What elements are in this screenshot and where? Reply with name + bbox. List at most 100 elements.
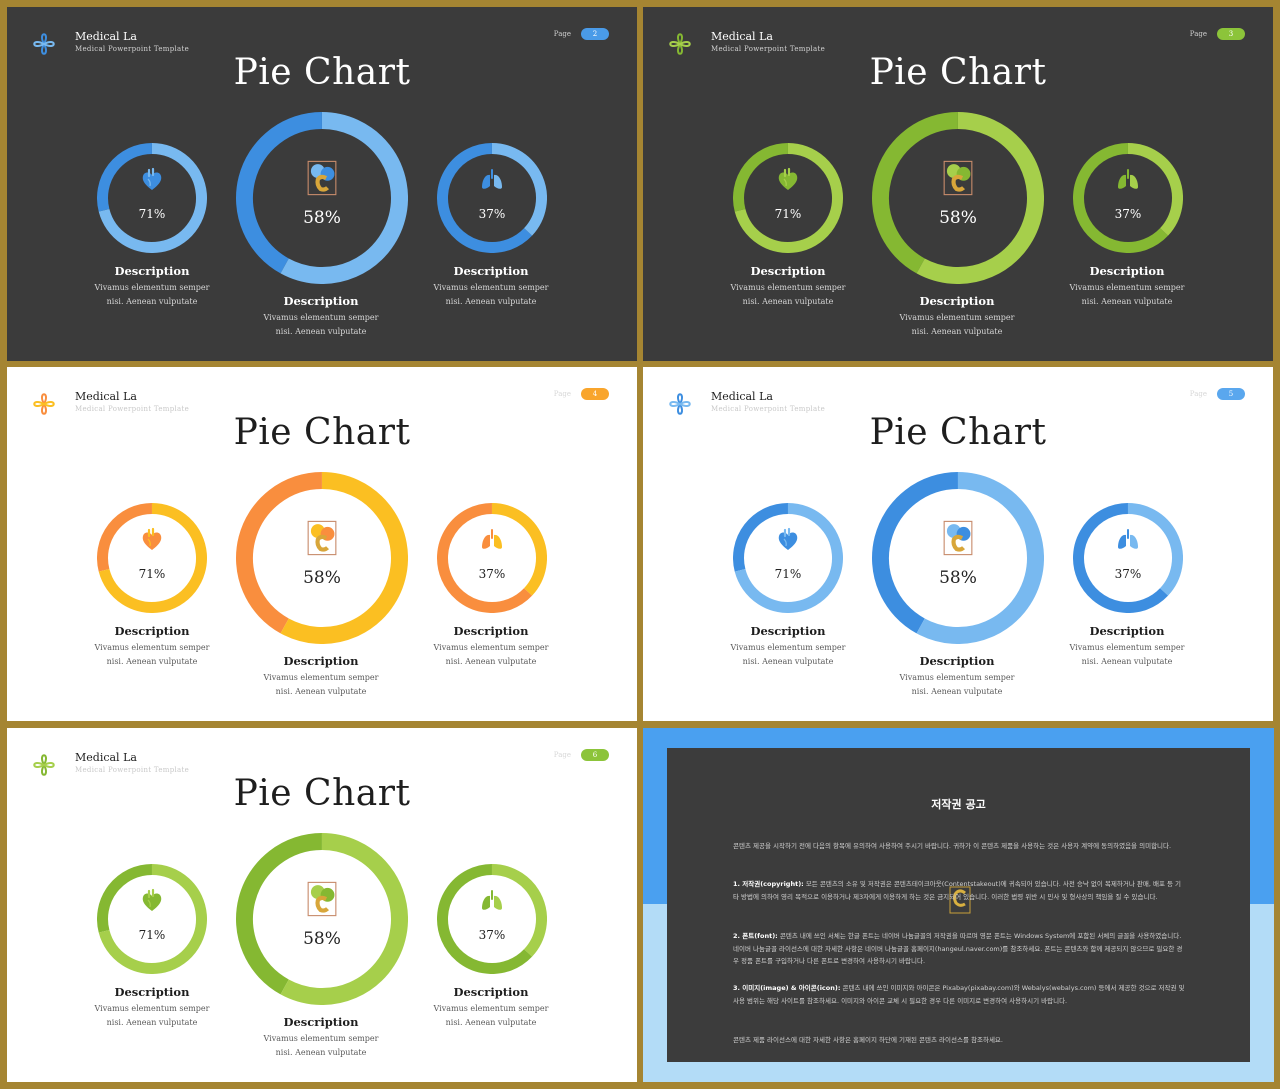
page-label: Page <box>1189 390 1207 398</box>
donut-chart: 37% <box>437 143 547 253</box>
flower-logo-icon <box>669 33 691 55</box>
donut-svg <box>437 503 547 613</box>
organ-icon-wrap <box>139 527 165 557</box>
description-line: nisi. Aenean vulputate <box>445 657 537 666</box>
page-label: Page <box>553 751 571 759</box>
slide-title: Pie Chart <box>233 773 411 814</box>
description-heading: Description <box>1089 264 1165 278</box>
donut-remainder-arc <box>872 112 959 274</box>
description-line: Vivamus elementum semper <box>1069 283 1185 292</box>
donut-svg <box>236 472 408 644</box>
description-line: nisi. Aenean vulputate <box>911 687 1003 696</box>
percentage-label: 71% <box>138 928 166 942</box>
percentage-label: 37% <box>1114 567 1142 581</box>
donut-remainder-arc <box>437 143 533 253</box>
donut-svg <box>872 472 1044 644</box>
description-heading: Description <box>114 624 190 638</box>
description-block: Description Vivamus elementum semper nisi.… <box>411 985 571 1030</box>
description-heading: Description <box>114 264 190 278</box>
percentage-label: 58% <box>939 208 977 228</box>
pie-chart-slide-4: Medical La Medical Powerpoint Template Pag… <box>7 367 637 721</box>
notice-copyright-heading: 1. 저작권(copyright): <box>733 880 804 888</box>
donut-svg <box>236 833 408 1005</box>
notice-paragraph-license: 콘텐츠 제품 라이선스에 대한 자세한 사항은 홈페이지 하단에 기재된 콘텐츠… <box>733 1036 1003 1044</box>
percentage-label: 37% <box>478 207 506 221</box>
organ-icon-wrap <box>139 888 165 918</box>
page-label: Page <box>1189 30 1207 38</box>
description-line: nisi. Aenean vulputate <box>106 657 198 666</box>
page-indicator: Page 5 <box>1190 388 1245 400</box>
description-block: Description Vivamus elementum semper nisi.… <box>241 1015 401 1060</box>
percentage-label: 71% <box>138 207 166 221</box>
brand-subtitle: Medical Powerpoint Template <box>75 45 190 53</box>
flower-logo-icon <box>33 33 55 55</box>
organ-icon-wrap <box>940 160 976 200</box>
donut-svg <box>437 143 547 253</box>
donut-value-arc <box>734 143 843 253</box>
page-number-badge: 3 <box>1217 28 1245 40</box>
watermark-logo-icon <box>949 886 971 914</box>
donut-chart: 71% <box>97 143 207 253</box>
description-heading: Description <box>453 985 529 999</box>
description-line: nisi. Aenean vulputate <box>106 297 198 306</box>
description-line: Vivamus elementum semper <box>899 673 1015 682</box>
notice-image-text: 콘텐츠 내에 쓰인 이미지와 아이콘은 Pixabay(pixabay.com)… <box>733 984 1185 1005</box>
lungs-icon <box>482 529 502 549</box>
donut-svg <box>1073 143 1183 253</box>
description-line: Vivamus elementum semper <box>1069 643 1185 652</box>
description-line: nisi. Aenean vulputate <box>445 297 537 306</box>
description-line: nisi. Aenean vulputate <box>275 687 367 696</box>
description-heading: Description <box>919 294 995 308</box>
donut-chart: 71% <box>733 143 843 253</box>
description-line: nisi. Aenean vulputate <box>742 657 834 666</box>
description-heading: Description <box>453 264 529 278</box>
donut-value-arc <box>280 472 408 644</box>
description-block: Description Vivamus elementum semper nisi.… <box>877 654 1037 699</box>
brand-subtitle: Medical Powerpoint Template <box>75 766 190 774</box>
slide-title: Pie Chart <box>233 52 411 93</box>
page-number-badge: 6 <box>581 749 609 761</box>
donut-svg <box>733 143 843 253</box>
flower-logo-icon <box>33 393 55 415</box>
brand-logo-icon <box>307 160 337 196</box>
notice-paragraph-copyright: 1. 저작권(copyright): 모든 콘텐츠의 소유 및 저작권은 콘텐츠… <box>733 878 1185 903</box>
lungs-icon <box>482 169 502 189</box>
brand-title: Medical La <box>75 390 137 403</box>
notice-paragraph-intro: 콘텐츠 제공을 시작하기 전에 다음의 항목에 유의하여 사용하여 주시기 바랍… <box>733 842 1172 850</box>
slide-title: Pie Chart <box>869 412 1047 453</box>
organ-icon-wrap <box>479 167 505 197</box>
donut-svg <box>97 143 207 253</box>
description-heading: Description <box>114 985 190 999</box>
description-line: Vivamus elementum semper <box>433 643 549 652</box>
donut-chart: 37% <box>437 503 547 613</box>
donut-remainder-arc <box>437 864 533 974</box>
page-number-badge: 5 <box>1217 388 1245 400</box>
pie-chart-slide-5: Medical La Medical Powerpoint Template Pag… <box>643 367 1273 721</box>
notice-copyright-text: 모든 콘텐츠의 소유 및 저작권은 콘텐츠테이크아웃(Contentstakeo… <box>733 880 1182 901</box>
description-line: nisi. Aenean vulputate <box>1081 657 1173 666</box>
donut-value-arc <box>1127 143 1183 236</box>
description-block: Description Vivamus elementum semper nisi.… <box>241 294 401 339</box>
description-line: Vivamus elementum semper <box>433 283 549 292</box>
description-line: nisi. Aenean vulputate <box>911 327 1003 336</box>
organ-icon-wrap <box>304 881 340 921</box>
donut-svg <box>97 503 207 613</box>
description-heading: Description <box>283 1015 359 1029</box>
description-heading: Description <box>750 264 826 278</box>
heart-icon <box>142 167 162 190</box>
donut-chart: 58% <box>236 112 408 284</box>
organ-icon-wrap <box>775 167 801 197</box>
donut-remainder-arc <box>437 503 533 613</box>
donut-chart: 58% <box>872 112 1044 284</box>
slide-title: Pie Chart <box>869 52 1047 93</box>
brand-logo-icon <box>307 520 337 556</box>
pie-chart-slide-3: Medical La Medical Powerpoint Template Pag… <box>643 7 1273 361</box>
description-line: Vivamus elementum semper <box>433 1004 549 1013</box>
notice-image-heading: 3. 이미지(image) & 아이콘(icon): <box>733 984 841 992</box>
description-heading: Description <box>750 624 826 638</box>
donut-remainder-arc <box>236 112 323 274</box>
heart-icon <box>778 527 798 550</box>
brand-block: Medical La Medical Powerpoint Template <box>711 390 825 416</box>
notice-paragraph-image: 3. 이미지(image) & 아이콘(icon): 콘텐츠 내에 쓰인 이미지… <box>733 982 1185 1007</box>
donut-value-arc <box>916 112 1044 284</box>
